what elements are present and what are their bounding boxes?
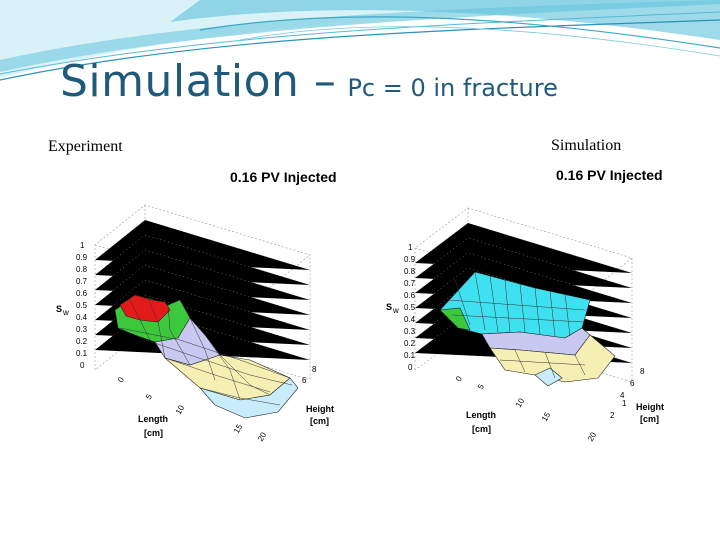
height-tick: 1 bbox=[622, 399, 627, 408]
z-tick: 0.7 bbox=[76, 277, 88, 286]
height-tick: 8 bbox=[312, 365, 317, 374]
z-tick: 0.9 bbox=[76, 253, 88, 262]
height-tick: 2 bbox=[610, 411, 615, 420]
z-tick: 0.2 bbox=[76, 337, 88, 346]
length-tick: 10 bbox=[514, 396, 527, 409]
length-tick: 5 bbox=[476, 382, 486, 391]
z-tick: 0.8 bbox=[404, 267, 416, 276]
z-tick: 0 bbox=[408, 363, 413, 372]
z-tick: 0.2 bbox=[404, 339, 416, 348]
experiment-length-label: Length bbox=[138, 414, 168, 424]
simulation-length-unit: [cm] bbox=[472, 424, 491, 434]
experiment-z-axis-label: S bbox=[56, 304, 62, 314]
length-tick: 15 bbox=[232, 422, 245, 435]
slide-title: Simulation – Pc = 0 in fracture bbox=[60, 56, 558, 107]
simulation-length-label: Length bbox=[466, 410, 496, 420]
simulation-label: Simulation bbox=[551, 137, 622, 154]
z-tick: 0.4 bbox=[404, 315, 416, 324]
slide-title-main: Simulation – bbox=[60, 56, 337, 107]
height-tick: 6 bbox=[302, 376, 307, 385]
z-tick: 0.3 bbox=[404, 327, 416, 336]
z-tick: 0.9 bbox=[404, 255, 416, 264]
z-tick: 0.1 bbox=[76, 349, 88, 358]
z-tick: 0.6 bbox=[404, 291, 416, 300]
experiment-length-unit: [cm] bbox=[144, 428, 163, 438]
header-swoosh-decoration bbox=[0, 0, 720, 81]
simulation-height-label: Height bbox=[636, 402, 664, 412]
z-tick: 0.5 bbox=[404, 303, 416, 312]
experiment-surface-plot: 0.16 PV Injected bbox=[56, 169, 337, 443]
simulation-height-unit: [cm] bbox=[640, 414, 659, 424]
z-tick: 0.4 bbox=[76, 313, 88, 322]
length-tick: 10 bbox=[174, 403, 187, 416]
z-tick: 1 bbox=[80, 241, 85, 250]
length-tick: 0 bbox=[454, 374, 464, 383]
simulation-surface-plot: 0.16 PV Injected 1 bbox=[386, 167, 664, 443]
simulation-z-axis-sub: w bbox=[392, 306, 399, 315]
slide-title-sub: Pc = 0 in fracture bbox=[347, 74, 558, 102]
experiment-height-unit: [cm] bbox=[310, 416, 329, 426]
length-tick: 15 bbox=[540, 410, 553, 423]
z-tick: 0.8 bbox=[76, 265, 88, 274]
z-tick: 1 bbox=[408, 243, 413, 252]
experiment-plot-title: 0.16 PV Injected bbox=[230, 169, 337, 185]
z-tick: 0 bbox=[80, 361, 85, 370]
experiment-z-axis-sub: w bbox=[62, 308, 69, 317]
experiment-z-ticks: 1 0.9 0.8 0.7 0.6 0.5 0.4 0.3 0.2 0.1 0 bbox=[76, 241, 88, 370]
length-tick: 0 bbox=[116, 375, 126, 384]
z-tick: 0.7 bbox=[404, 279, 416, 288]
experiment-height-label: Height bbox=[306, 404, 334, 414]
experiment-plot-panel: 0.16 PV Injected bbox=[40, 160, 350, 445]
simulation-z-ticks: 1 0.9 0.8 0.7 0.6 0.5 0.4 0.3 0.2 0.1 0 bbox=[404, 243, 416, 372]
length-tick: 20 bbox=[256, 430, 269, 443]
experiment-label: Experiment bbox=[48, 138, 123, 155]
height-tick: 8 bbox=[640, 367, 645, 376]
height-tick: 6 bbox=[630, 379, 635, 388]
z-tick: 0.5 bbox=[76, 301, 88, 310]
simulation-z-axis-label: S bbox=[386, 302, 392, 312]
z-tick: 0.1 bbox=[404, 351, 416, 360]
height-tick: 4 bbox=[620, 391, 625, 400]
length-tick: 5 bbox=[144, 392, 154, 401]
simulation-plot-title: 0.16 PV Injected bbox=[556, 167, 663, 183]
z-tick: 0.3 bbox=[76, 325, 88, 334]
length-tick: 20 bbox=[586, 430, 599, 443]
simulation-plot-panel: 0.16 PV Injected 1 bbox=[370, 160, 680, 445]
z-tick: 0.6 bbox=[76, 289, 88, 298]
